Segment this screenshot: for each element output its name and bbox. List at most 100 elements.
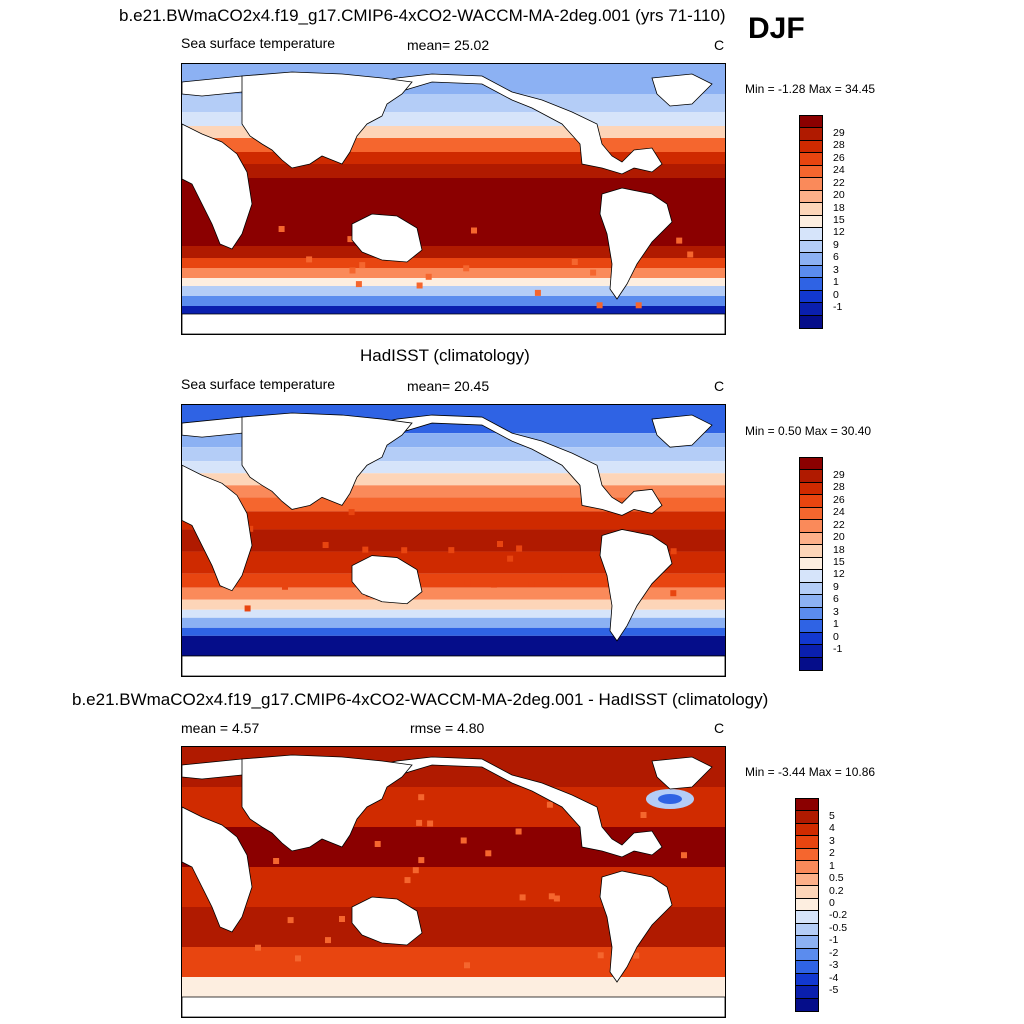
panel3-title: b.e21.BWmaCO2x4.f19_g17.CMIP6-4xCO2-WACC… — [72, 690, 769, 709]
colorbar-tick-label: 6 — [833, 251, 839, 264]
colorbar-box — [800, 165, 822, 179]
colorbar-tick-label: 15 — [833, 556, 845, 568]
colorbar-tick-label: -1 — [833, 643, 843, 656]
colorbar-box — [800, 265, 822, 279]
land-mask — [182, 71, 725, 334]
colorbar-tick-label: 29 — [833, 468, 845, 481]
colorbar-box — [800, 620, 822, 633]
colorbar-box — [800, 116, 822, 129]
colorbar-box — [796, 923, 818, 937]
panel3-colorbar — [795, 798, 819, 1012]
colorbar-box — [800, 507, 822, 521]
colorbar-tick-label: 26 — [833, 151, 845, 164]
colorbar-tick-label: 29 — [833, 126, 845, 139]
colorbar-box — [800, 153, 822, 166]
panel3-map — [181, 746, 726, 1018]
colorbar-box — [796, 799, 818, 812]
colorbar-box — [800, 215, 822, 229]
panel1-colorbar — [799, 115, 823, 329]
panel2-map — [181, 404, 726, 677]
colorbar-box — [796, 948, 818, 962]
colorbar-tick-label: -3 — [829, 959, 839, 972]
colorbar-box — [800, 582, 822, 596]
colorbar-tick-label: 0.5 — [829, 872, 844, 885]
colorbar-tick-label: 26 — [833, 493, 845, 506]
colorbar-box — [800, 557, 822, 571]
colorbar-box — [800, 228, 822, 241]
colorbar-box — [800, 520, 822, 533]
colorbar-box — [796, 848, 818, 862]
colorbar-tick-label: 0.2 — [829, 884, 844, 897]
colorbar-box — [796, 973, 818, 987]
colorbar-box — [800, 632, 822, 646]
colorbar-tick-label: 28 — [833, 139, 845, 152]
colorbar-box — [800, 278, 822, 291]
colorbar-tick-label: 3 — [833, 263, 839, 276]
colorbar-box — [800, 607, 822, 621]
colorbar-box — [800, 203, 822, 216]
panel1-title: b.e21.BWmaCO2x4.f19_g17.CMIP6-4xCO2-WACC… — [119, 6, 726, 25]
colorbar-box — [800, 645, 822, 658]
panel1-variable-label: Sea surface temperature — [181, 35, 336, 51]
colorbar-box — [796, 898, 818, 912]
land-mask — [182, 754, 725, 1017]
colorbar-tick-label: -4 — [829, 971, 839, 984]
colorbar-tick-label: 3 — [833, 605, 839, 618]
colorbar-box — [796, 986, 818, 999]
colorbar-box — [800, 532, 822, 546]
colorbar-box — [800, 470, 822, 483]
colorbar-box — [800, 290, 822, 304]
colorbar-tick-label: 20 — [833, 531, 845, 544]
colorbar-box — [800, 495, 822, 508]
colorbar-box — [800, 190, 822, 204]
colorbar-tick-label: -1 — [829, 934, 839, 947]
panel3-minmax: Min = -3.44 Max = 10.86 — [745, 765, 876, 779]
colorbar-tick-label: 0 — [833, 630, 839, 643]
colorbar-tick-label: 3 — [829, 834, 835, 847]
colorbar-box — [800, 657, 822, 670]
colorbar-tick-label: 5 — [829, 809, 835, 822]
panel2-variable-label: Sea surface temperature — [181, 376, 336, 392]
season-label: DJF — [748, 12, 805, 45]
colorbar-tick-label: -0.2 — [829, 909, 848, 922]
colorbar-box — [800, 253, 822, 266]
panel1-units-label: C — [714, 37, 725, 53]
colorbar-box — [796, 961, 818, 974]
colorbar-tick-label: 24 — [833, 506, 845, 519]
panel2-title: HadISST (climatology) — [360, 346, 530, 365]
colorbar-tick-label: 22 — [833, 518, 845, 531]
panel3-units-label: C — [714, 720, 725, 736]
colorbar-box — [796, 998, 818, 1011]
colorbar-box — [796, 873, 818, 887]
colorbar-tick-label: 0 — [833, 288, 839, 301]
colorbar-box — [796, 911, 818, 924]
land-mask — [182, 412, 725, 676]
panel1-mean-label: mean= 25.02 — [407, 37, 490, 53]
colorbar-tick-label: 1 — [829, 859, 835, 872]
colorbar-tick-label: 2 — [829, 847, 835, 860]
colorbar-tick-label: -2 — [829, 946, 839, 959]
colorbar-tick-label: -5 — [829, 984, 839, 997]
colorbar-box — [800, 303, 822, 316]
panel1-minmax: Min = -1.28 Max = 34.45 — [745, 82, 876, 96]
colorbar-box — [796, 936, 818, 949]
panel1-map — [181, 63, 726, 335]
colorbar-box — [796, 811, 818, 824]
colorbar-tick-label: 28 — [833, 481, 845, 494]
colorbar-box — [796, 886, 818, 899]
colorbar-tick-label: 12 — [833, 226, 845, 239]
colorbar-box — [800, 315, 822, 328]
colorbar-box — [796, 836, 818, 849]
panel3-rmse-label: rmse = 4.80 — [410, 720, 485, 736]
colorbar-box — [796, 823, 818, 837]
colorbar-tick-label: 9 — [833, 238, 839, 251]
colorbar-tick-label: 15 — [833, 214, 845, 226]
colorbar-box — [800, 545, 822, 558]
colorbar-box — [800, 482, 822, 496]
colorbar-tick-label: 9 — [833, 580, 839, 593]
panel2-units-label: C — [714, 378, 725, 394]
colorbar-box — [796, 861, 818, 874]
colorbar-tick-label: 6 — [833, 593, 839, 606]
colorbar-tick-label: 18 — [833, 543, 845, 556]
panel2-minmax: Min = 0.50 Max = 30.40 — [745, 424, 872, 438]
